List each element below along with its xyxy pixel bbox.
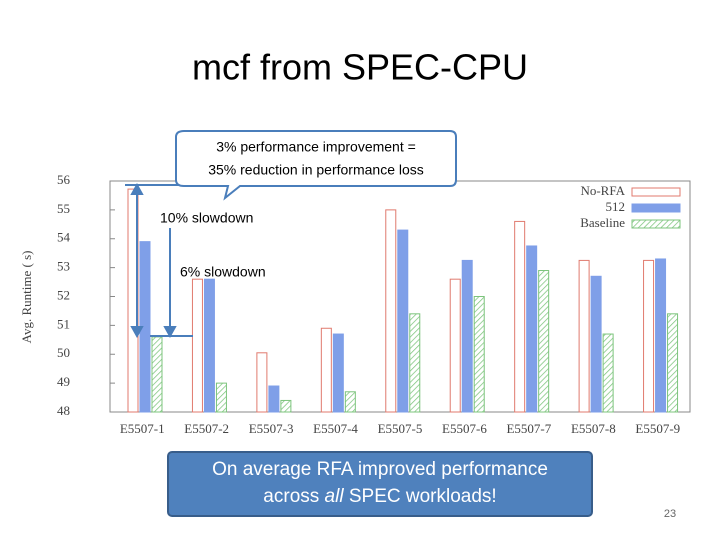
callout-text: 35% reduction in performance loss [208, 162, 424, 178]
legend-swatch [631, 187, 681, 197]
y-tick-label: 48 [57, 403, 70, 418]
bar [151, 336, 163, 413]
y-tick-label: 52 [57, 287, 70, 302]
y-tick-label: 51 [57, 316, 70, 331]
bar [590, 275, 602, 413]
bar [643, 259, 655, 413]
bar [449, 278, 461, 413]
slide-number: 23 [664, 508, 676, 520]
bar [602, 333, 614, 413]
bar [280, 399, 292, 413]
bar [344, 391, 356, 413]
x-tick-label: E5507-2 [184, 421, 229, 436]
bar [538, 270, 550, 413]
legend-label: No-RFA [580, 183, 625, 198]
bar [473, 296, 485, 413]
annotation: 10% slowdown [160, 210, 253, 226]
legend-swatch [631, 219, 681, 229]
x-tick-label: E5507-7 [506, 421, 551, 436]
x-tick-label: E5507-9 [635, 421, 680, 436]
y-tick-label: 50 [57, 345, 70, 360]
bar [578, 259, 590, 413]
bar [514, 220, 526, 413]
y-tick-label: 49 [57, 374, 70, 389]
x-tick-label: E5507-3 [249, 421, 294, 436]
bar [256, 352, 268, 413]
summary-part: SPEC workloads! [349, 486, 497, 507]
legend-swatch [631, 203, 681, 213]
legend-label: 512 [606, 199, 626, 214]
bar [191, 278, 203, 413]
summary-box [167, 451, 593, 517]
bar [526, 245, 538, 413]
callout-box [175, 130, 457, 201]
slide-title: mcf from SPEC-CPU [192, 47, 528, 88]
bar [203, 278, 215, 413]
y-tick-label: 53 [57, 259, 70, 274]
x-tick-label: E5507-5 [378, 421, 423, 436]
y-tick-label: 55 [57, 201, 70, 216]
bar [461, 259, 473, 413]
summary-part: all [325, 486, 345, 507]
y-axis-label: Avg. Runtime ( s) [19, 251, 34, 344]
bar [320, 327, 332, 413]
annotation: 6% slowdown [180, 264, 266, 280]
label-bg [158, 210, 276, 228]
bar [667, 313, 679, 413]
x-tick-label: E5507-1 [120, 421, 165, 436]
bar [409, 313, 421, 413]
summary-text: across all SPEC workloads! [263, 486, 496, 507]
bar [215, 382, 227, 413]
bar [385, 209, 397, 413]
x-tick-label: E5507-4 [313, 421, 358, 436]
bar [397, 229, 409, 413]
bar [655, 258, 667, 413]
callout-text: 3% performance improvement = [216, 139, 416, 155]
y-tick-label: 56 [57, 172, 71, 187]
x-tick-label: E5507-6 [442, 421, 487, 436]
summary-part: across [263, 486, 319, 507]
y-tick-label: 54 [57, 230, 71, 245]
summary-text: On average RFA improved performance [212, 459, 548, 480]
bar [268, 385, 280, 413]
bar [332, 333, 344, 413]
legend-label: Baseline [580, 215, 625, 230]
x-tick-label: E5507-8 [571, 421, 616, 436]
